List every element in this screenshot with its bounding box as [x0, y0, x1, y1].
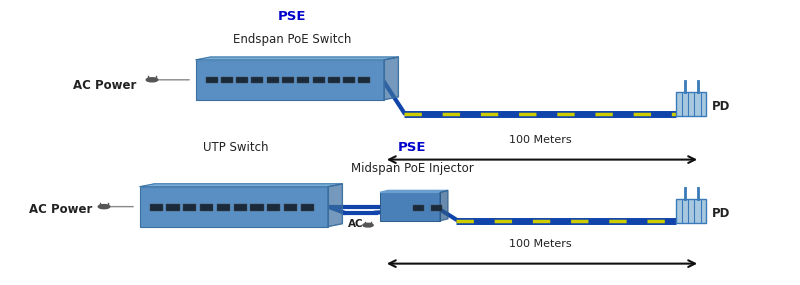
Bar — [250, 204, 264, 211]
Polygon shape — [380, 190, 448, 192]
Bar — [343, 77, 355, 83]
Polygon shape — [328, 184, 342, 227]
Polygon shape — [196, 57, 398, 60]
Bar — [413, 205, 424, 211]
FancyBboxPatch shape — [676, 199, 706, 223]
Text: PSE: PSE — [398, 141, 426, 154]
Bar — [206, 77, 218, 83]
Text: Endspan PoE Switch: Endspan PoE Switch — [233, 32, 351, 46]
Bar — [251, 77, 263, 83]
FancyBboxPatch shape — [140, 187, 328, 227]
Bar — [166, 204, 179, 211]
Bar — [284, 204, 298, 211]
Circle shape — [98, 205, 110, 209]
Text: Midspan PoE Injector: Midspan PoE Injector — [350, 162, 474, 175]
Text: UTP Switch: UTP Switch — [203, 141, 269, 154]
FancyBboxPatch shape — [380, 192, 440, 221]
Bar — [183, 204, 197, 211]
Bar — [328, 77, 340, 83]
Bar — [217, 204, 230, 211]
Bar — [267, 204, 280, 211]
Bar — [282, 77, 294, 83]
Text: PSE: PSE — [278, 10, 306, 23]
Polygon shape — [140, 184, 342, 187]
Text: AC Power: AC Power — [29, 203, 92, 216]
Bar — [301, 204, 314, 211]
Text: 100 Meters: 100 Meters — [509, 239, 571, 249]
FancyBboxPatch shape — [196, 60, 384, 100]
Bar — [266, 77, 278, 83]
Text: AC: AC — [348, 219, 364, 229]
Bar — [236, 77, 248, 83]
Circle shape — [146, 78, 158, 82]
Bar — [313, 77, 325, 83]
Text: 100 Meters: 100 Meters — [509, 135, 571, 145]
Text: PD: PD — [712, 100, 730, 113]
Bar — [150, 204, 163, 211]
Bar — [430, 205, 442, 211]
Text: AC Power: AC Power — [73, 79, 136, 92]
Text: PD: PD — [712, 207, 730, 220]
Bar — [221, 77, 233, 83]
Bar — [358, 77, 370, 83]
Polygon shape — [440, 190, 448, 221]
Bar — [234, 204, 246, 211]
Polygon shape — [384, 57, 398, 100]
Circle shape — [363, 223, 373, 227]
Bar — [200, 204, 213, 211]
Bar — [298, 77, 310, 83]
FancyBboxPatch shape — [676, 92, 706, 116]
